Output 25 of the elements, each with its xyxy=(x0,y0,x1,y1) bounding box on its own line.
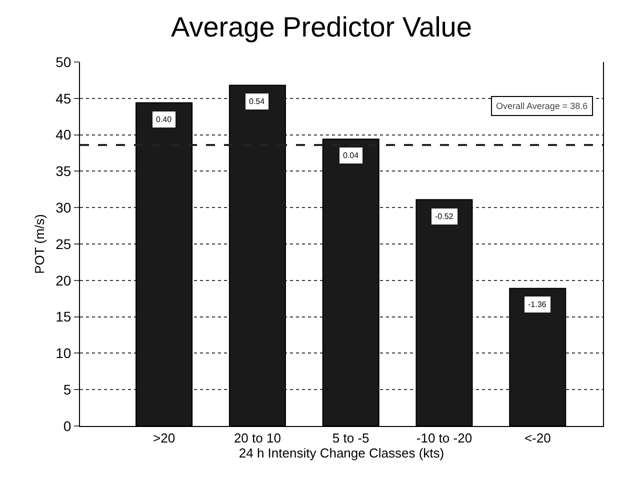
annotation: -1.36 xyxy=(528,300,547,309)
y-tick-label: 35 xyxy=(56,163,72,180)
chart-title: Average Predictor Value xyxy=(171,11,472,42)
y-tick-label: 45 xyxy=(56,90,72,106)
y-tick-label: 50 xyxy=(56,54,72,70)
y-tick-label: 20 xyxy=(56,272,72,288)
annotation: 0.54 xyxy=(249,97,266,106)
x-axis-title: 24 h Intensity Change Classes (kts) xyxy=(238,446,444,461)
y-tick-label: 25 xyxy=(56,236,72,252)
x-tick-label: 5 to -5 xyxy=(332,430,370,446)
annotation: 0.40 xyxy=(156,115,172,124)
x-tick-label: >20 xyxy=(153,430,176,446)
annotation: -0.52 xyxy=(435,212,454,221)
x-tick-label: -10 to -20 xyxy=(416,430,472,446)
y-tick-label: 0 xyxy=(63,418,72,434)
y-axis-title: POT (m/s) xyxy=(32,214,47,274)
y-tick-label: 30 xyxy=(56,200,72,216)
y-tick-label: 10 xyxy=(56,345,72,362)
x-tick-label: <-20 xyxy=(524,430,551,446)
ref-line-label: Overall Average = 38.6 xyxy=(496,101,588,111)
y-tick-label: 40 xyxy=(56,126,72,143)
y-tick-label: 5 xyxy=(63,382,72,398)
annotation: 0.04 xyxy=(343,151,360,160)
x-tick-label: 20 to 10 xyxy=(234,430,281,446)
y-tick-label: 15 xyxy=(56,308,72,325)
